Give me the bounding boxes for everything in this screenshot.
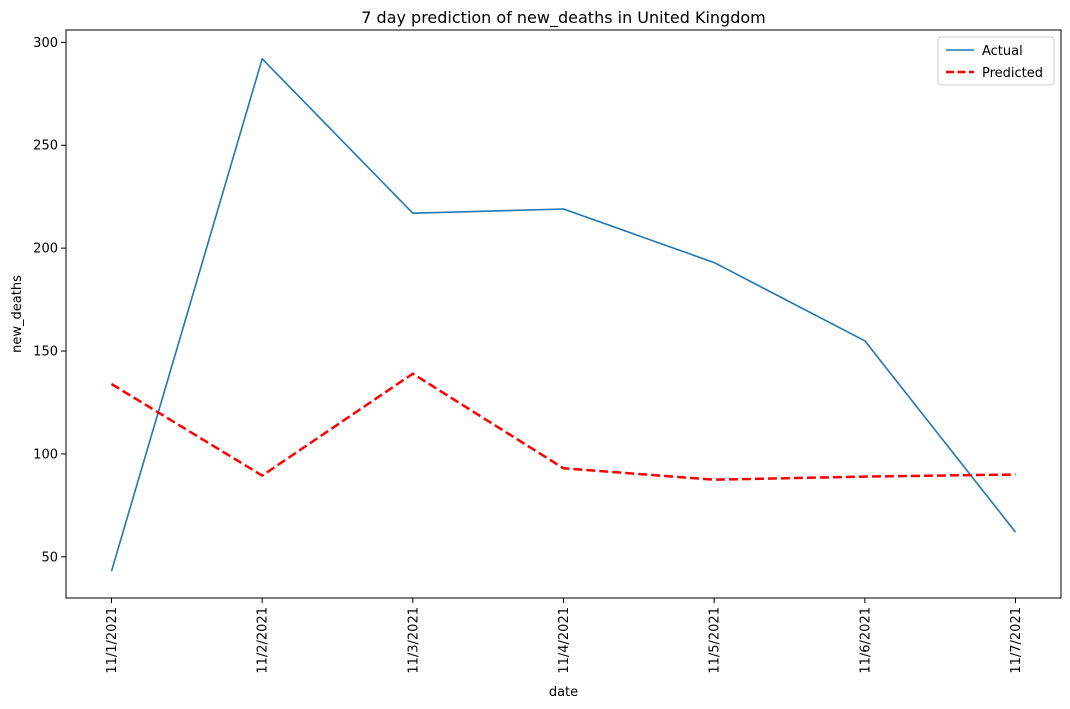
y-tick-label: 200 <box>33 242 58 257</box>
plot-frame <box>65 29 1062 599</box>
y-tick-label: 50 <box>41 550 58 565</box>
x-tick-label: 11/2/2021 <box>256 607 271 674</box>
series-line-predicted <box>110 372 1016 481</box>
legend-label-actual: Actual <box>982 44 1023 59</box>
legend: Actual Predicted <box>937 36 1055 86</box>
x-tick-label: 11/7/2021 <box>1009 607 1024 674</box>
y-axis-ticks: 50 100 150 200 250 300 <box>33 36 66 565</box>
y-tick-label: 300 <box>33 36 58 51</box>
plot-background <box>66 30 1061 598</box>
series-line-actual <box>110 57 1017 572</box>
x-axis-title: date <box>549 685 578 700</box>
y-tick-label: 100 <box>33 447 58 462</box>
x-axis-ticks: 11/1/2021 11/2/2021 11/3/2021 11/4/2021 11/5… <box>105 598 1024 674</box>
y-tick-label: 150 <box>33 345 58 360</box>
legend-box <box>937 36 1055 86</box>
x-tick-label: 11/5/2021 <box>708 607 723 674</box>
x-tick-label: 11/4/2021 <box>557 607 572 674</box>
x-tick-label: 11/1/2021 <box>105 607 120 674</box>
series-layer <box>110 57 1017 572</box>
y-tick-label: 250 <box>33 139 58 154</box>
x-tick-label: 11/6/2021 <box>858 607 873 674</box>
legend-label-predicted: Predicted <box>982 66 1043 81</box>
y-axis-title: new_deaths <box>10 275 25 353</box>
x-tick-label: 11/3/2021 <box>406 607 421 674</box>
chart-title: 7 day prediction of new_deaths in United… <box>361 8 765 28</box>
